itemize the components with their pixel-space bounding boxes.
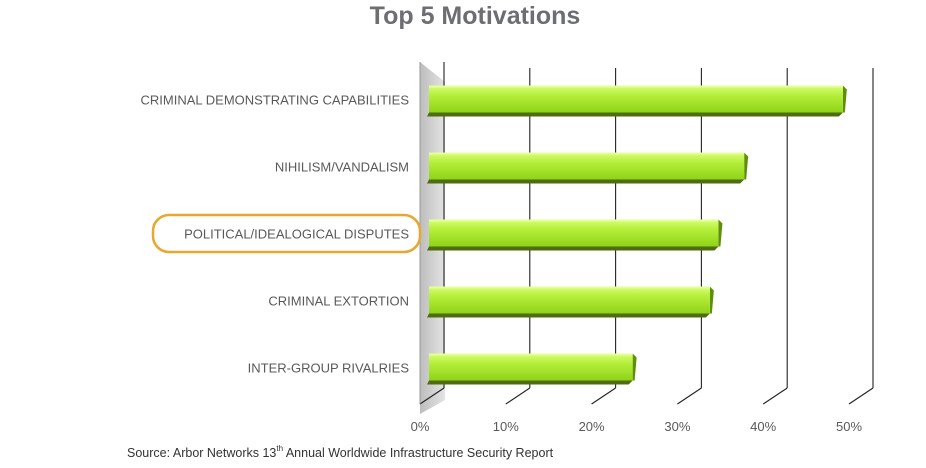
bars — [427, 85, 847, 385]
bar-front-face — [429, 219, 719, 247]
bar-end-face — [744, 152, 749, 180]
category-label: INTER-GROUP RIVALRIES — [248, 361, 410, 376]
bar-highlight — [429, 286, 710, 289]
gridline-tail-30 — [677, 387, 702, 405]
category-label: NIHILISM/VANDALISM — [275, 160, 409, 175]
bar-end-face — [709, 286, 714, 314]
x-axis-ticks: 0% 10% 20% 30% 40% 50% — [411, 419, 863, 434]
tick-label: 40% — [750, 419, 776, 434]
gridline-tail-10 — [505, 387, 531, 405]
bar-highlight — [429, 219, 719, 222]
bar-5 — [427, 353, 637, 385]
gridline-tail-50 — [848, 387, 874, 405]
tick-label: 30% — [664, 419, 690, 434]
bar-end-face — [632, 353, 637, 381]
source-prefix: Source: Arbor Networks 13 — [127, 446, 277, 461]
bar-bottom-face — [427, 380, 633, 385]
bar-front-face — [429, 286, 710, 314]
source-superscript: th — [276, 444, 284, 453]
source-suffix: Annual Worldwide Infrastructure Security… — [283, 446, 554, 461]
bar-front-face — [429, 152, 745, 180]
bar-bottom-face — [427, 179, 745, 184]
bar-3 — [427, 219, 723, 251]
bar-2 — [427, 152, 749, 184]
bar-end-face — [842, 85, 847, 113]
gridline-tail-20 — [591, 387, 616, 405]
tick-label: 10% — [493, 419, 519, 434]
bar-front-face — [429, 85, 843, 113]
source-note: Source: Arbor Networks 13th Annual World… — [127, 444, 554, 461]
category-label: CRIMINAL EXTORTION — [268, 294, 409, 309]
bar-bottom-face — [427, 112, 843, 117]
chart-title: Top 5 Motivations — [369, 2, 581, 30]
category-label: CRIMINAL DEMONSTRATING CAPABILITIES — [141, 93, 410, 108]
bar-4 — [427, 286, 714, 318]
bar-highlight — [429, 353, 633, 356]
gridline-tail-0 — [419, 387, 445, 405]
tick-label: 50% — [836, 419, 862, 434]
bar-bottom-face — [427, 313, 710, 318]
category-labels: CRIMINAL DEMONSTRATING CAPABILITIES NIHIL… — [141, 93, 422, 376]
bar-1 — [427, 85, 847, 117]
category-label: POLITICAL/IDEALOGICAL DISPUTES — [184, 227, 409, 242]
tick-label: 20% — [579, 419, 605, 434]
tick-label: 0% — [411, 419, 430, 434]
bar-front-face — [429, 353, 633, 381]
highlight-outline — [151, 213, 422, 254]
bar-bottom-face — [427, 246, 719, 251]
bar-end-face — [718, 219, 723, 247]
gridline-tail-40 — [762, 387, 788, 405]
bar-highlight — [429, 85, 843, 88]
bar-highlight — [429, 152, 745, 155]
